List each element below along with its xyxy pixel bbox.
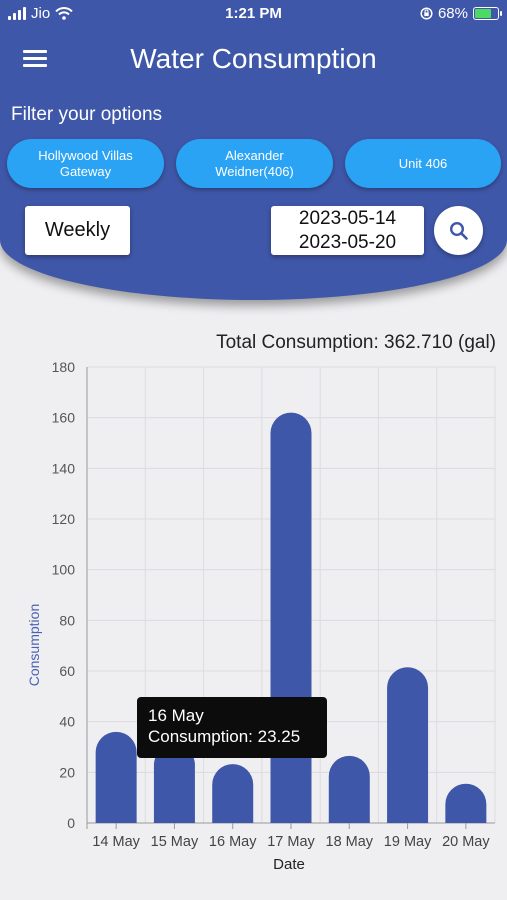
battery-icon xyxy=(473,7,502,20)
status-time: 1:21 PM xyxy=(225,5,282,22)
tooltip-date: 16 May xyxy=(148,706,204,725)
filter-label: Filter your options xyxy=(11,104,163,125)
bar-20-may[interactable] xyxy=(445,783,487,823)
hamburger-menu-icon[interactable] xyxy=(23,50,47,70)
tooltip-value: Consumption: 23.25 xyxy=(148,727,301,746)
carrier-label: Jio xyxy=(31,5,51,22)
search-button[interactable] xyxy=(434,206,483,255)
x-tick-label: 15 May xyxy=(151,834,199,850)
page-title: Water Consumption xyxy=(130,43,377,74)
bar-16-may[interactable] xyxy=(212,764,254,823)
bar-14-may[interactable] xyxy=(95,731,137,823)
battery-fill xyxy=(475,9,491,18)
owner-filter-line-2: Weidner(406) xyxy=(215,163,294,179)
bar-tooltip: 16 May Consumption: 23.25 xyxy=(137,697,327,758)
y-tick-label: 20 xyxy=(59,764,75,780)
owner-filter-button[interactable]: Alexander Weidner(406) xyxy=(176,139,333,188)
unit-filter-button[interactable]: Unit 406 xyxy=(345,139,501,188)
x-tick-label: 17 May xyxy=(267,834,315,850)
date-end: 2023-05-20 xyxy=(298,232,397,253)
y-tick-label: 40 xyxy=(59,714,75,730)
bar-15-may[interactable] xyxy=(153,744,195,823)
unit-filter-label: Unit 406 xyxy=(398,155,448,171)
x-axis-title: Date xyxy=(273,856,305,873)
y-tick-label: 140 xyxy=(52,460,76,476)
y-tick-label: 100 xyxy=(52,562,76,578)
x-tick-label: 20 May xyxy=(442,834,490,850)
app-header: Jio 1:21 PM 68% Water Consumption Filter… xyxy=(0,0,507,300)
y-tick-label: 120 xyxy=(52,511,76,527)
property-filter-line-2: Gateway xyxy=(59,163,112,179)
y-tick-label: 0 xyxy=(67,815,75,831)
y-tick-label: 180 xyxy=(52,359,76,375)
bar-19-may[interactable] xyxy=(387,667,429,823)
x-tick-label: 18 May xyxy=(326,834,374,850)
y-tick-label: 160 xyxy=(52,410,76,426)
x-tick-label: 14 May xyxy=(92,834,140,850)
period-selector[interactable]: Weekly xyxy=(25,206,130,255)
date-range-picker[interactable]: 2023-05-14 2023-05-20 xyxy=(271,206,424,255)
status-right: 68% xyxy=(420,5,502,22)
wifi-icon xyxy=(55,7,73,20)
bar-18-may[interactable] xyxy=(328,755,370,823)
orientation-lock-icon xyxy=(420,7,433,20)
owner-filter-line-1: Alexander xyxy=(225,147,284,163)
period-selector-label: Weekly xyxy=(44,219,111,241)
property-filter-button[interactable]: Hollywood Villas Gateway xyxy=(7,139,164,188)
signal-icon xyxy=(8,7,26,20)
y-tick-label: 80 xyxy=(59,612,75,628)
status-bar: Jio 1:21 PM 68% xyxy=(0,0,507,28)
x-tick-label: 19 May xyxy=(384,834,432,850)
y-axis-title: Consumption xyxy=(26,604,42,687)
bar-17-may[interactable] xyxy=(270,412,312,823)
property-filter-line-1: Hollywood Villas xyxy=(38,147,133,163)
total-consumption: Total Consumption: 362.710 (gal) xyxy=(216,332,496,353)
consumption-bar-chart: 0 20 40 60 80 100 120 140 160 180 14 May 15 May 16 M… xyxy=(26,359,496,873)
date-start: 2023-05-14 xyxy=(298,208,397,229)
y-tick-label: 60 xyxy=(59,663,75,679)
search-icon xyxy=(449,221,468,240)
battery-percent: 68% xyxy=(437,5,468,22)
x-tick-label: 16 May xyxy=(209,834,257,850)
status-left: Jio xyxy=(8,5,73,22)
